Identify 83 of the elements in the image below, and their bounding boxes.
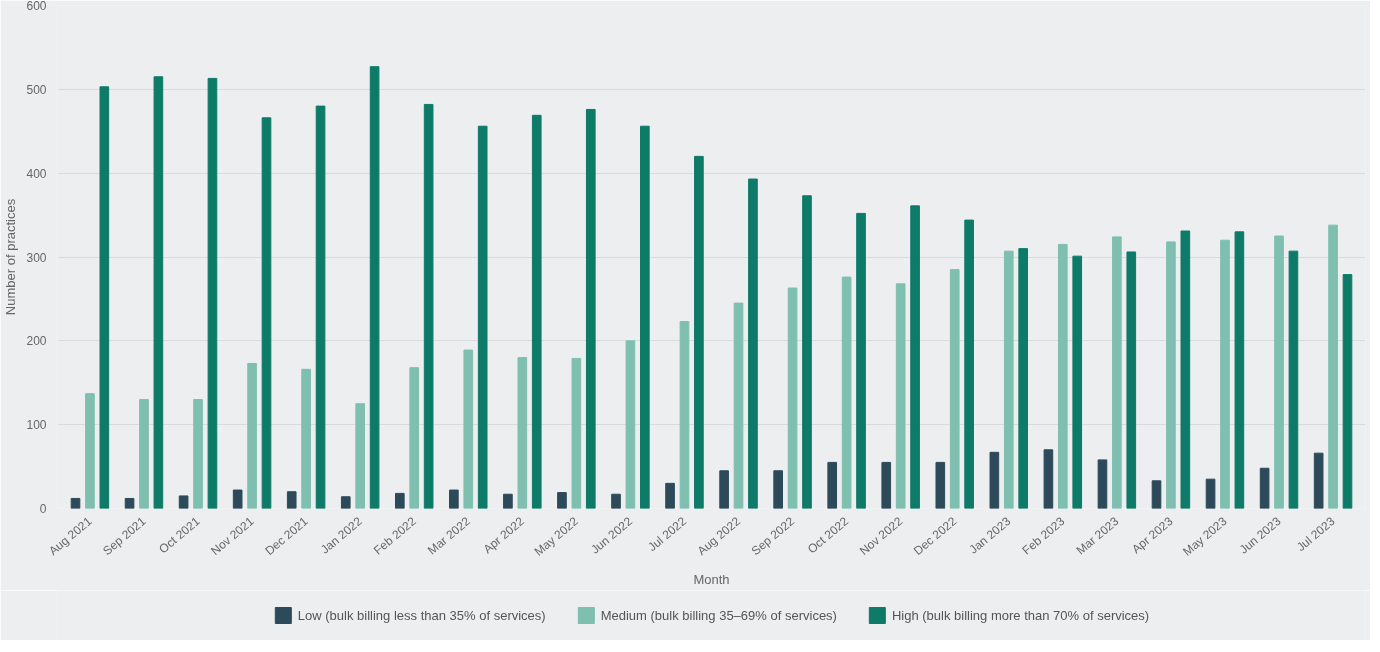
bar	[409, 367, 420, 509]
bar	[1151, 480, 1162, 509]
bar	[1072, 255, 1083, 509]
bar	[315, 105, 326, 509]
bar	[99, 86, 110, 509]
bar	[719, 470, 729, 509]
bar	[178, 495, 189, 509]
bar	[1274, 235, 1284, 509]
y-tick-label: 400	[26, 166, 47, 181]
bar	[1259, 467, 1270, 509]
bar	[585, 108, 596, 509]
bar	[910, 205, 920, 509]
bar	[369, 66, 380, 509]
bar	[1126, 251, 1137, 509]
bar	[1058, 243, 1068, 509]
y-tick-label: 500	[26, 82, 47, 97]
bar	[733, 302, 744, 509]
y-tick-label: 300	[26, 250, 47, 265]
bar	[394, 492, 405, 509]
legend-label: Low (bulk billing less than 35% of services)	[297, 607, 546, 623]
bar	[477, 125, 488, 509]
y-tick-label: 600	[26, 0, 47, 13]
bar	[153, 76, 164, 509]
bar	[881, 461, 892, 509]
bar	[935, 461, 946, 509]
bar	[694, 155, 704, 509]
bar	[989, 451, 1000, 509]
bar	[1043, 449, 1054, 509]
bar	[139, 399, 149, 509]
bar	[207, 77, 218, 509]
bar	[1288, 250, 1299, 509]
bar	[531, 114, 542, 509]
bar	[1220, 239, 1230, 509]
bar	[1166, 241, 1176, 509]
bar	[463, 349, 474, 509]
bar	[355, 403, 365, 509]
bar	[193, 399, 203, 509]
bar	[517, 357, 528, 509]
bar	[787, 287, 798, 509]
bar	[841, 276, 852, 509]
legend-label: High (bulk billing more than 70% of services)	[891, 607, 1150, 623]
bar	[1097, 459, 1108, 509]
bar	[611, 493, 621, 509]
bar	[449, 489, 459, 509]
bar	[247, 362, 257, 509]
y-tick-label: 200	[26, 334, 47, 349]
bar	[1313, 452, 1324, 509]
bar	[895, 283, 906, 509]
bar	[827, 461, 838, 509]
bar	[964, 219, 974, 509]
bar	[1328, 224, 1338, 509]
bar	[232, 489, 243, 509]
bar	[625, 340, 636, 509]
bar	[1180, 230, 1191, 509]
bar	[773, 470, 783, 509]
bar	[1205, 478, 1216, 509]
bar	[679, 321, 690, 509]
bar	[286, 491, 297, 509]
bar	[301, 368, 311, 509]
bar	[856, 212, 866, 509]
bar	[1112, 236, 1122, 509]
bar	[340, 496, 351, 509]
bar	[261, 117, 272, 509]
bar	[85, 393, 95, 509]
y-axis-title: Number of practices	[3, 198, 19, 316]
bar	[423, 103, 434, 509]
bar	[1003, 250, 1014, 509]
bar	[503, 493, 513, 509]
y-tick-label: 0	[39, 502, 47, 516]
x-axis-title: Month	[693, 572, 730, 588]
bar	[949, 269, 960, 509]
y-tick-label: 100	[26, 418, 47, 433]
bar	[1234, 231, 1245, 509]
bar	[1018, 248, 1029, 509]
bar	[665, 482, 675, 509]
bar	[1342, 274, 1353, 509]
bar	[640, 125, 650, 509]
bar	[802, 195, 812, 509]
bar	[557, 492, 567, 509]
bar	[571, 357, 582, 509]
bar	[748, 178, 758, 509]
legend-label: Medium (bulk billing 35–69% of services)	[600, 607, 837, 623]
bar	[124, 497, 135, 509]
